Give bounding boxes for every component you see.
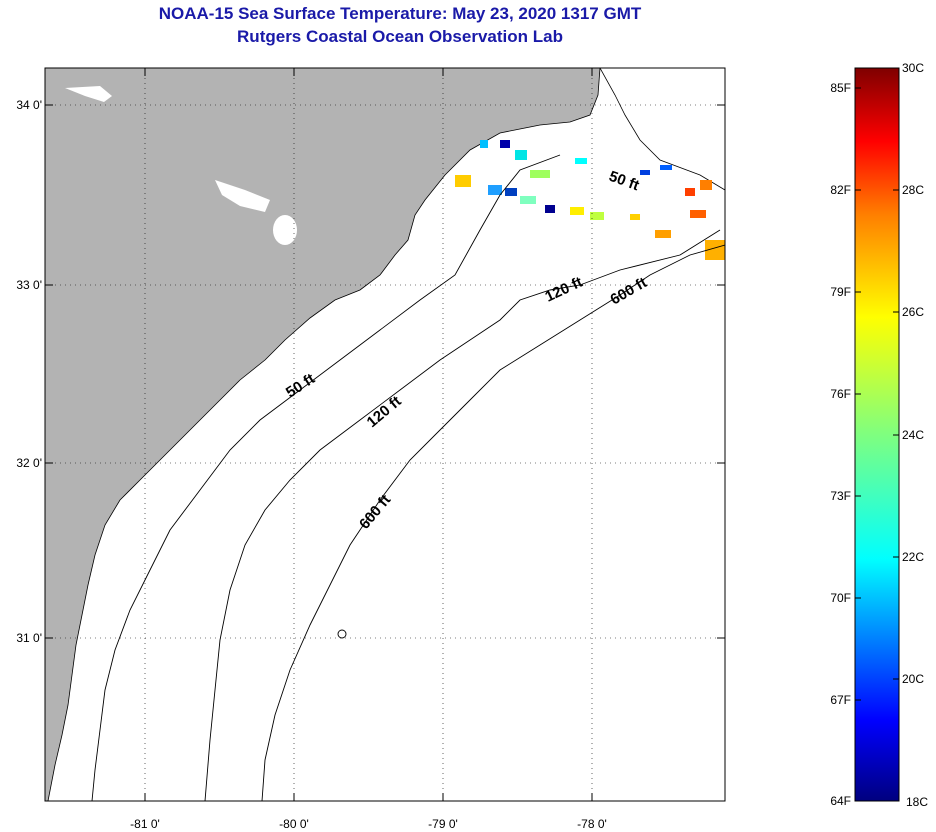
lat-label-32: 32 0': [16, 456, 42, 470]
temperature-colorbar: [854, 67, 900, 802]
lon-label-79: -79 0': [428, 817, 458, 831]
colorbar-f-label: 85F: [830, 81, 851, 95]
map-frame: [44, 67, 726, 802]
colorbar-f-label: 73F: [830, 489, 851, 503]
colorbar-f-label: 64F: [830, 794, 851, 808]
colorbar-c-label: 22C: [902, 550, 924, 564]
colorbar-f-label: 70F: [830, 591, 851, 605]
lat-label-34: 34 0': [16, 98, 42, 112]
colorbar-ticks: [855, 67, 899, 701]
colorbar-f-label: 79F: [830, 285, 851, 299]
colorbar-c-label: 28C: [902, 183, 924, 197]
colorbar-c-label: 24C: [902, 428, 924, 442]
colorbar-f-label: 82F: [830, 183, 851, 197]
colorbar-c-label: 18C: [906, 795, 928, 809]
colorbar-c-label: 20C: [902, 672, 924, 686]
colorbar-c-label: 30C: [902, 61, 924, 75]
contour-600ft: [261, 244, 725, 801]
lake-spot: [273, 215, 297, 245]
seamount-contour: [337, 629, 347, 639]
colorbar-f-label: 76F: [830, 387, 851, 401]
lon-label-78: -78 0': [577, 817, 607, 831]
map-subtitle: Rutgers Coastal Ocean Observation Lab: [237, 27, 563, 46]
contour-120ft: [204, 229, 721, 801]
land-mass: [45, 68, 601, 801]
lon-label-81: -81 0': [130, 817, 160, 831]
contour-50ft: [91, 154, 561, 801]
map-title: NOAA-15 Sea Surface Temperature: May 23,…: [158, 4, 642, 23]
land-northeast: [599, 68, 725, 191]
lon-label-80: -80 0': [279, 817, 309, 831]
map-ticks: [45, 68, 725, 801]
lat-label-31: 31 0': [16, 631, 42, 645]
colorbar-c-label: 26C: [902, 305, 924, 319]
sst-data-pixels: [455, 140, 725, 260]
colorbar-f-label: 67F: [830, 693, 851, 707]
no-data-patch: [215, 180, 270, 212]
lat-label-33: 33 0': [16, 278, 42, 292]
graticule: [45, 68, 725, 801]
no-data-patch: [65, 86, 112, 102]
